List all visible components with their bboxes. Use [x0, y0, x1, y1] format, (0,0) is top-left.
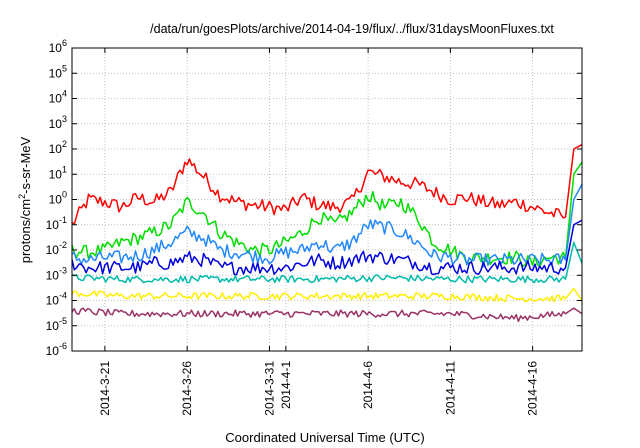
series-line [71, 307, 583, 323]
y-tick-label: 101 [49, 164, 67, 181]
x-tick-label: 2014-4-16 [526, 361, 540, 416]
y-tick-label: 105 [49, 63, 67, 80]
series-line [71, 287, 583, 303]
y-axis-label-sup: 2 [17, 194, 27, 199]
y-tick-label: 106 [49, 38, 67, 55]
x-tick-label: 2014-3-21 [98, 361, 112, 416]
y-tick-label: 103 [49, 114, 67, 131]
series-line [71, 241, 583, 284]
y-tick-label: 10-4 [46, 291, 67, 308]
x-axis-label: Coordinated Universal Time (UTC) [225, 430, 424, 445]
x-tick-label: 2014-3-26 [180, 361, 194, 416]
y-tick-label: 10-1 [46, 215, 67, 232]
series-group [71, 143, 583, 323]
y-tick-label: 104 [49, 89, 67, 106]
y-tick-label: 100 [49, 190, 67, 207]
series-line [71, 219, 583, 276]
grid [72, 48, 582, 351]
series-line [71, 161, 583, 268]
x-tick-label: 2014-4-11 [443, 361, 457, 415]
x-tick-label: 2014-3-31 [262, 361, 276, 416]
chart-title: /data/run/goesPlots/archive/2014-04-19/f… [150, 22, 554, 36]
y-axis-label: protons/cm2-s-sr-MeV [17, 136, 33, 263]
x-axis: 2014-3-21 2014-3-26 2014-3-31 2014-4-1 2014-… [98, 48, 540, 416]
y-tick-label: 10-3 [46, 265, 67, 282]
y-tick-label: 10-6 [46, 341, 67, 358]
y-tick-label: 102 [49, 139, 67, 156]
y-axis: 106 105 104 103 102 101 100 10-1 10-2 10-3 10-4 10-… [46, 38, 582, 358]
series-line [71, 183, 583, 268]
y-tick-label: 10-5 [46, 316, 67, 333]
series-line [71, 143, 583, 225]
x-tick-label: 2014-4-6 [361, 361, 375, 409]
x-tick-label: 2014-4-1 [279, 361, 293, 409]
y-axis-label-suffix: -s-sr-MeV [18, 136, 33, 193]
y-tick-label: 10-2 [46, 240, 67, 257]
